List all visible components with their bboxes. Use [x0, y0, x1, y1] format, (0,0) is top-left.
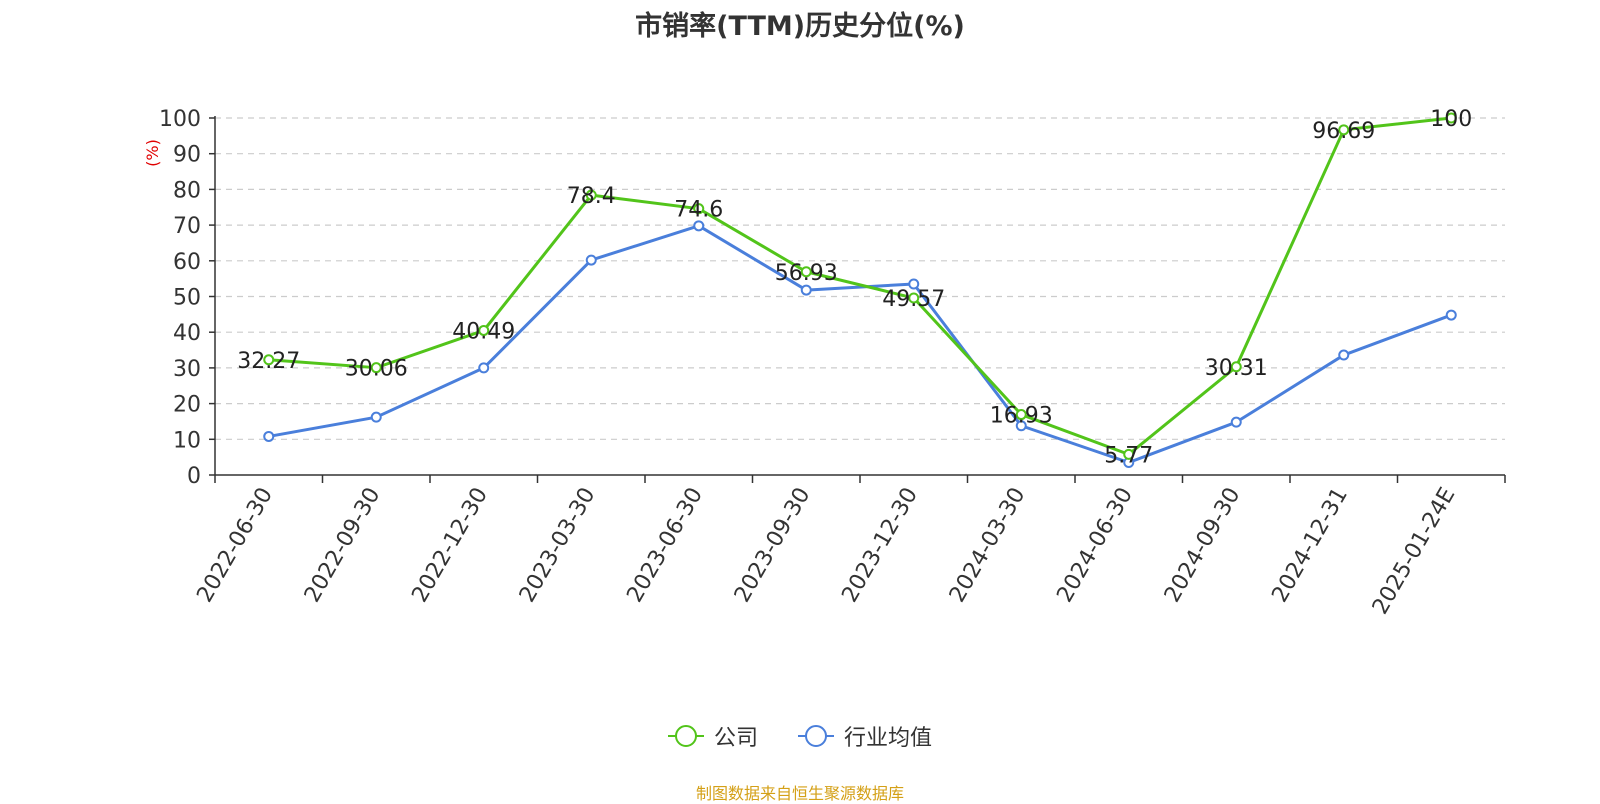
point-company-7	[1015, 409, 1027, 421]
data-label-company-7: 16.93	[990, 404, 1053, 429]
x-tick-label-6: 2023-12-30	[837, 484, 923, 607]
point-company-3	[585, 189, 597, 201]
data-label-company-1: 30.06	[345, 357, 408, 382]
point-industry-avg-9	[1230, 416, 1242, 428]
x-tick-label-3: 2023-03-30	[515, 484, 601, 607]
data-label-company-2: 40.49	[452, 319, 515, 344]
y-tick-label-20: 20	[173, 393, 201, 418]
x-tick-label-11: 2025-01-24E	[1368, 484, 1461, 619]
data-label-company-10: 96.69	[1312, 119, 1375, 144]
point-company-10	[1338, 124, 1350, 136]
point-industry-avg-5	[800, 284, 812, 296]
series-line-company	[268, 116, 1452, 456]
point-company-9	[1230, 361, 1242, 373]
y-tick-label-100: 100	[159, 107, 201, 132]
point-company-1	[370, 362, 382, 374]
point-company-8	[1123, 448, 1135, 460]
point-industry-avg-7	[1015, 420, 1027, 432]
point-industry-avg-10	[1338, 349, 1350, 361]
x-tick-label-10: 2024-12-31	[1267, 484, 1353, 607]
y-tick-label-70: 70	[173, 214, 201, 239]
data-label-company-6: 49.57	[882, 287, 945, 312]
point-industry-avg-11	[1445, 309, 1457, 321]
data-label-company-11: 100	[1430, 107, 1472, 132]
x-tick-label-9: 2024-09-30	[1160, 484, 1246, 607]
x-tick-label-7: 2024-03-30	[945, 484, 1031, 607]
data-label-company-5: 56.93	[775, 261, 838, 286]
plot-area: 0 10 20 30 40 50 60 70 80 90 100 (%) 2022-06-30 2022-…	[143, 107, 1506, 619]
point-industry-avg-1	[370, 411, 382, 423]
y-tick-label-0: 0	[187, 464, 201, 489]
legend-swatch-company	[667, 723, 704, 749]
point-industry-avg-2	[478, 362, 490, 374]
series	[263, 112, 1457, 469]
x-tick-label-4: 2023-06-30	[622, 484, 708, 607]
legend-label-industry-avg: 行业均值	[844, 726, 933, 751]
y-tick-label-60: 60	[173, 250, 201, 275]
gridlines	[215, 117, 1505, 440]
point-company-6	[908, 292, 920, 304]
x-tick-label-8: 2024-06-30	[1052, 484, 1138, 607]
y-tick-label-10: 10	[173, 428, 201, 453]
point-industry-avg-4	[693, 220, 705, 232]
legend: 公司 行业均值	[0, 720, 1600, 752]
source-note: 制图数据来自恒生聚源数据库	[695, 784, 904, 803]
y-tick-label-50: 50	[173, 286, 201, 311]
x-tick-label-0: 2022-06-30	[192, 484, 278, 607]
point-industry-avg-0	[263, 430, 275, 442]
point-company-2	[478, 324, 490, 336]
series-line-industry-avg	[268, 224, 1452, 465]
point-company-4	[693, 203, 705, 215]
data-label-company-8: 5.77	[1104, 443, 1153, 468]
point-industry-avg-6	[908, 278, 920, 290]
y-tick-label-90: 90	[173, 143, 201, 168]
point-company-11	[1445, 112, 1457, 124]
y-axis-label: (%)	[143, 139, 162, 167]
y-tick-label-80: 80	[173, 178, 201, 203]
data-label-company-0: 32.27	[237, 349, 300, 374]
legend-item-company[interactable]: 公司	[667, 720, 758, 752]
data-labels: 32.27 30.06 40.49 78.4 74.6 56.93 49.57 16.93 5.…	[237, 107, 1472, 468]
legend-swatch-industry-avg	[798, 723, 834, 749]
y-tick-label-30: 30	[173, 357, 201, 382]
point-company-5	[800, 266, 812, 278]
legend-label-company: 公司	[713, 726, 758, 751]
chart-title: 市销率(TTM)历史分位(%)	[635, 11, 965, 42]
x-tick-label-5: 2023-09-30	[730, 484, 816, 607]
point-industry-avg-3	[585, 254, 597, 266]
data-label-company-3: 78.4	[567, 184, 616, 209]
point-company-0	[263, 354, 275, 366]
data-label-company-4: 74.6	[674, 198, 723, 223]
x-tick-label-1: 2022-09-30	[300, 484, 386, 607]
legend-item-industry-avg[interactable]: 行业均值	[798, 720, 932, 752]
data-label-company-9: 30.31	[1205, 356, 1268, 381]
y-tick-label-40: 40	[173, 321, 201, 346]
x-tick-label-2: 2022-12-30	[407, 484, 493, 607]
